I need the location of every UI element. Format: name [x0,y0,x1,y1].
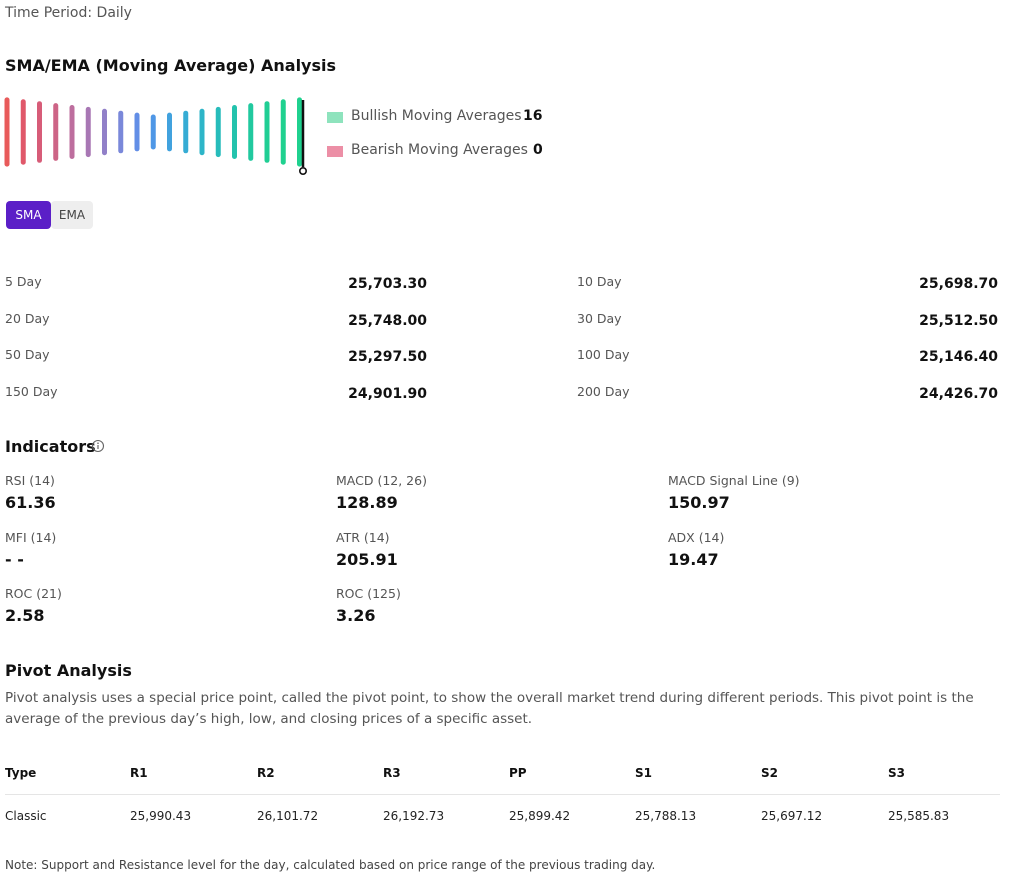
indicator-label: MACD Signal Line (9) [668,473,800,488]
indicator-value: 3.26 [336,606,376,626]
ma-value: 25,146.40 [919,349,998,365]
gauge [4,97,307,176]
table-header: Type [5,766,37,780]
indicator-value: 128.89 [336,493,398,512]
ma-value: 25,703.30 [348,276,427,292]
pivot-description: Pivot analysis uses a special price poin… [5,690,974,727]
indicator-label: ATR (14) [336,529,390,545]
table-header: S2 [761,766,778,780]
table-header: R3 [383,766,401,780]
table-cell: 25,697.12 [761,809,823,823]
table-cell: 25,585.83 [888,809,950,823]
time-period: Time Period: Daily [5,5,132,21]
ma-value: 25,748.00 [348,312,427,329]
ma-label: 100 Day [577,347,630,362]
ma-value: 25,698.70 [919,276,998,292]
table-cell: 25,990.43 [130,809,192,823]
legend-label: Bullish Moving Averages [351,108,522,124]
indicator-label: ROC (21) [5,586,62,602]
legend-count: 0 [533,142,543,158]
table-divider [5,794,1000,795]
indicator-value: 19.47 [668,549,719,569]
legend-label: Bearish Moving Averages [351,142,528,158]
indicator-value: 2.58 [5,606,45,626]
ma-label: 200 Day [577,383,630,399]
ma-value: 24,426.70 [919,385,998,402]
indicator-value: 61.36 [5,493,56,512]
ma-label: 150 Day [5,383,58,399]
ma-value: 24,901.90 [348,385,427,402]
ma-label: 5 Day [5,274,42,289]
gauge-pivot [298,167,307,176]
indicator-value: 205.91 [336,549,398,569]
indicator-value: - - [5,549,24,569]
indicator-label: ADX (14) [668,529,725,545]
pivot-title: Pivot Analysis [5,661,132,680]
ma-label: 50 Day [5,347,50,362]
table-header: PP [509,766,527,780]
pivot-note: Note: Support and Resistance level for t… [5,858,656,872]
info-icon[interactable] [91,439,105,453]
indicator-label: RSI (14) [5,473,55,488]
tab-sma[interactable]: SMA [6,201,51,229]
table-header: R2 [257,766,275,780]
ma-label: 10 Day [577,274,622,289]
indicator-label: ROC (125) [336,586,401,602]
indicator-value: 150.97 [668,493,730,512]
indicators-title: Indicators [5,437,96,456]
table-cell: Classic [5,809,47,823]
table-cell: 26,192.73 [383,809,445,823]
ma-value: 25,297.50 [348,349,427,365]
legend-swatch [327,112,343,123]
legend-count: 16 [523,108,543,124]
ma-value: 25,512.50 [919,312,998,329]
table-cell: 25,899.42 [509,809,571,823]
ma-label: 20 Day [5,310,50,326]
legend-swatch [327,146,343,157]
table-cell: 25,788.13 [635,809,697,823]
ma-label: 30 Day [577,310,622,326]
table-header: R1 [130,766,148,780]
table-header: S3 [888,766,905,780]
table-header: S1 [635,766,652,780]
table-cell: 26,101.72 [257,809,319,823]
indicator-label: MACD (12, 26) [336,473,427,488]
indicator-label: MFI (14) [5,529,57,545]
tab-ema[interactable]: EMA [51,201,93,229]
ma-title: SMA/EMA (Moving Average) Analysis [5,56,337,75]
